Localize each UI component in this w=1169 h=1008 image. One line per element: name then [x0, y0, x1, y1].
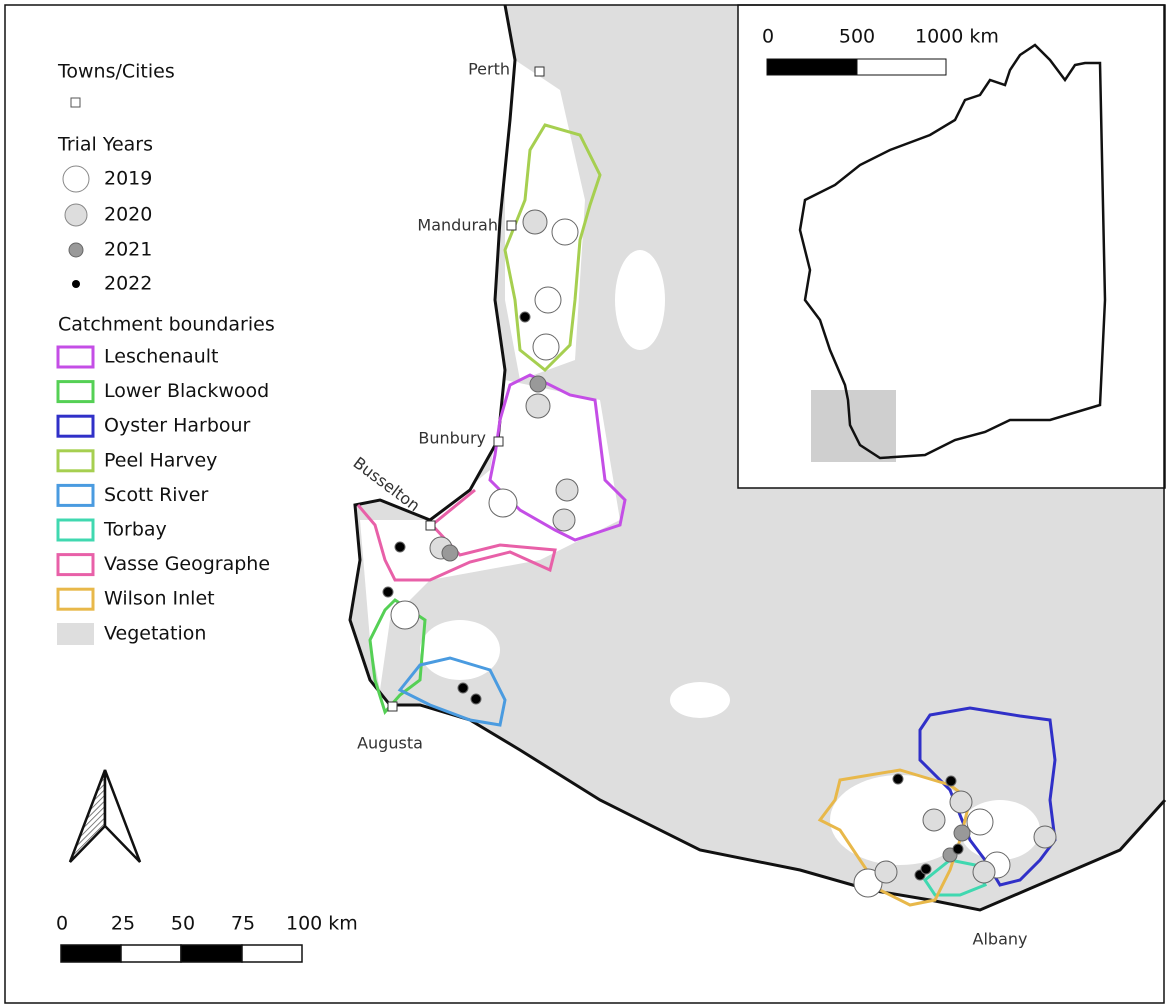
legend-swatch: [56, 345, 95, 369]
scale-label: 100 km: [286, 913, 358, 935]
legend-label: Scott River: [104, 484, 208, 506]
scale-label: 50: [171, 913, 195, 935]
inset-scale-label: 0: [762, 26, 774, 48]
legend-label: Peel Harvey: [104, 449, 217, 471]
legend-marker: [72, 280, 80, 288]
legend-swatch: [56, 483, 95, 507]
catchment-boundary: [368, 598, 427, 715]
frame: [4, 4, 1165, 1004]
catchment-boundary: [503, 123, 602, 373]
inset-map: [737, 4, 1166, 489]
legend-swatch: [56, 380, 95, 404]
legend-title: Trial Years: [57, 134, 153, 156]
catchment-boundary: [397, 656, 507, 727]
catchment-boundary: [488, 373, 627, 542]
legend-label: Oyster Harbour: [104, 415, 251, 437]
legend-label: Vegetation: [104, 623, 206, 645]
legend-label: Wilson Inlet: [104, 588, 215, 610]
legend-marker: [64, 203, 88, 227]
north-arrow: [68, 769, 142, 863]
town-label: Bunbury: [418, 429, 486, 448]
town-label: Augusta: [357, 734, 423, 753]
scale-label: 75: [231, 913, 255, 935]
legend-label: Vasse Geographe: [104, 553, 270, 575]
inset-scale-label: 500: [839, 26, 875, 48]
catchment-boundary: [918, 706, 1057, 887]
legend-label: 2020: [104, 204, 152, 226]
town-markers: [387, 66, 545, 712]
catchment-boundary: [817, 768, 972, 907]
scale-bar: [60, 944, 303, 963]
legend-swatch: [56, 414, 95, 438]
town-label: Mandurah: [417, 216, 498, 235]
legend-swatch: [56, 553, 95, 577]
legend-label: Torbay: [103, 519, 167, 541]
legend-marker: [62, 165, 90, 193]
legend-swatch: [56, 449, 95, 473]
legend-title: Catchment boundaries: [58, 314, 275, 336]
legend-swatch: [56, 518, 95, 542]
legend-catchments: Leschenault Lower Blackwood Oyster Harbour…: [56, 345, 270, 611]
legend-swatch: [57, 623, 94, 645]
town-label: Albany: [973, 930, 1028, 949]
legend-label: 2021: [104, 239, 152, 261]
catchment-boundary: [356, 488, 557, 582]
legend-title: Towns/Cities: [57, 61, 175, 83]
legend-label: Lower Blackwood: [104, 380, 269, 402]
legend-swatch: [56, 587, 95, 611]
coastline: [348, 4, 1167, 912]
town-label: Perth: [468, 60, 510, 79]
legend-marker: [68, 242, 84, 258]
scale-label: 25: [111, 913, 135, 935]
legend-label: 2022: [104, 273, 152, 295]
inset-scale-label: 1000 km: [915, 26, 999, 48]
legend-town-marker: [70, 97, 81, 108]
trial-sites: [382, 209, 1057, 898]
scale-label: 0: [56, 913, 68, 935]
legend-label: 2019: [104, 168, 152, 190]
cleared-land: [360, 60, 1040, 865]
legend-label: Leschenault: [104, 346, 218, 368]
